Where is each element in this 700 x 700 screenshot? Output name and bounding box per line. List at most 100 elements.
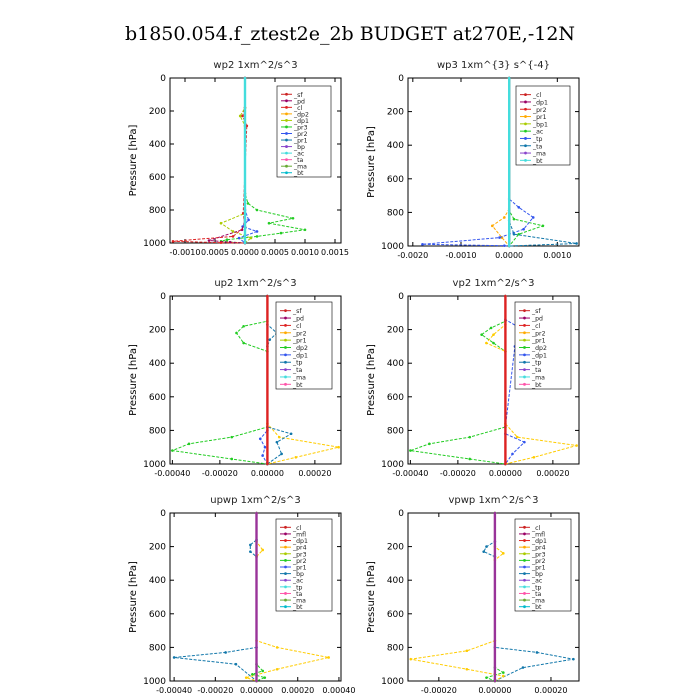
legend-marker [523,331,526,335]
series-point [238,114,242,118]
legend-label: _pr3 [292,551,307,558]
legend-label: _cl [531,323,540,330]
x-tick-label: 0.0015 [321,248,349,257]
series-point [249,543,252,547]
series-point [187,442,191,446]
y-tick-label: 800 [387,208,404,218]
legend-label: _ta [293,157,304,164]
legend-marker [284,368,287,371]
legend-label: _bt [531,382,542,389]
y-tick-label: 800 [149,206,166,216]
y-axis-label: Pressure [hPa] [366,126,377,198]
series-point [532,455,536,459]
legend-label: _ac [532,129,544,136]
series-point [266,462,269,466]
legend-box [275,301,333,390]
series-point [242,341,245,345]
series-point [225,238,229,241]
legend-marker [523,346,526,349]
legend-marker [284,552,287,556]
chart-panel-5: upwp 1xm^2/s^3 0 200 400 600 800 1000 Pressure … [128,495,355,695]
legend-label: _cl [293,105,302,112]
series-point [523,440,526,444]
plot-frame [407,295,580,465]
legend-label: _tp [292,360,303,367]
series-point [485,341,488,345]
legend-marker [285,119,288,122]
y-tick-label: 600 [149,393,166,403]
x-tick-label: -0.00040 [156,686,192,695]
legend-label: _pr1 [531,565,546,572]
legend-label: _pr3 [531,551,546,558]
x-tick-label: -0.0010 [446,251,477,260]
y-tick-label: 1000 [381,242,404,252]
legend-marker [285,138,288,142]
y-axis-label: Pressure [hPa] [128,125,139,197]
legend-marker [523,324,526,327]
x-tick-label: 0.0010 [543,251,571,260]
y-tick-label: 600 [387,175,404,185]
legend-label: _ac [293,151,305,158]
series-point [507,244,511,248]
y-tick-label: 200 [387,108,404,118]
panel-title: up2 1xm^2/s^3 [214,278,296,289]
legend-marker [523,539,526,542]
legend-label: _mfl [292,531,306,538]
figure-title: b1850.054.f_ztest2e_2b BUDGET at270E,-12… [125,23,575,45]
legend-marker [285,105,288,109]
legend-marker [284,525,287,529]
plot-frame [169,77,342,244]
y-tick-label: 800 [149,643,166,653]
series-point [303,228,307,232]
y-tick-label: 400 [149,140,166,150]
legend-marker [284,578,287,582]
series-point [493,679,497,683]
series-point [275,667,279,671]
series-point [244,676,248,679]
x-tick-label: 0.0000 [231,248,259,257]
legend-label: _pr2 [531,558,546,565]
legend-label: _pr1 [532,114,547,121]
series-point [230,435,234,439]
series-line [174,513,257,682]
series-line [410,513,505,682]
legend-label: _pd [292,316,304,323]
legend-marker [524,137,527,140]
y-tick-label: 0 [398,509,404,519]
legend-marker [284,592,287,595]
series-line [238,78,259,244]
legend-label: _bp1 [532,121,548,128]
series-point [498,236,501,239]
legend-label: _pd [293,98,305,105]
series-point [228,240,232,244]
series-point [409,657,413,661]
y-tick-label: 0 [160,509,166,519]
series-point [535,651,539,654]
legend-marker [523,368,526,371]
legend-label: _pr3 [293,124,308,131]
y-tick-label: 200 [387,326,404,336]
legend-marker [284,360,287,364]
y-tick-label: 1000 [143,239,166,249]
series-point [409,449,412,452]
series-point [502,674,505,678]
legend-marker [284,375,287,379]
legend-marker [285,158,288,162]
legend-marker [523,592,526,595]
legend-label: _bt [292,382,303,389]
series-point [249,236,253,240]
legend-marker [284,605,287,609]
series-point [231,230,235,233]
legend-label: _cl [532,92,541,99]
chart-panel-3: up2 1xm^2/s^3 0 200 400 600 800 1000 Pressure [… [128,278,342,478]
legend-label: _ac [292,578,304,585]
legend-label: _ta [292,367,303,374]
series-point [279,231,283,235]
legend-label: _bp [293,144,305,151]
x-tick-label: -0.00020 [440,469,476,478]
series-point [235,331,238,335]
series-point [219,221,223,225]
series-point [242,324,245,328]
legend-marker [284,585,287,589]
legend-marker [524,122,527,126]
